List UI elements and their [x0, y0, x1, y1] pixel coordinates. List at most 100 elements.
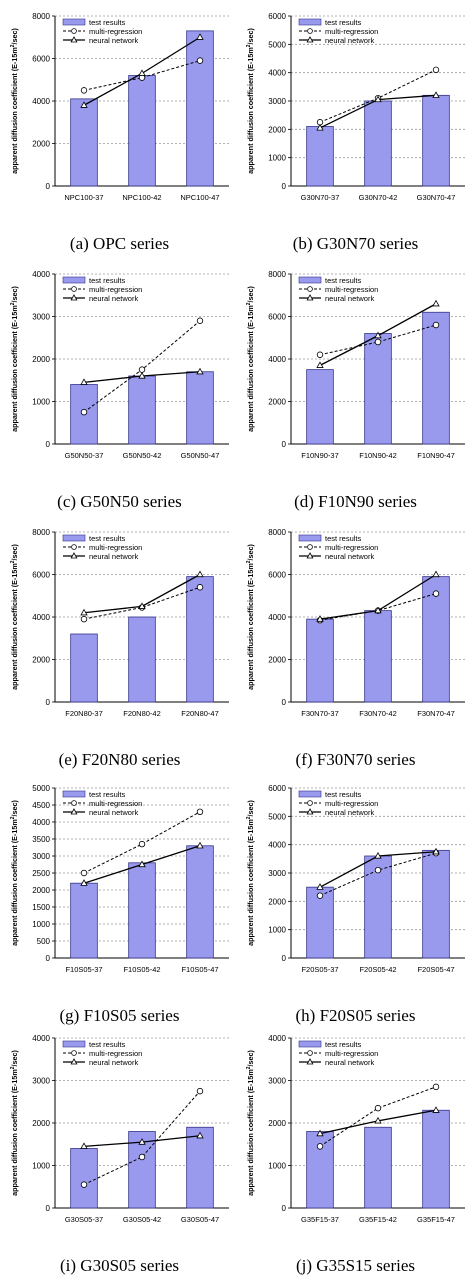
y-axis-label: apparent diffusion coefficient (E-15m2/s…: [10, 800, 19, 946]
axes: [54, 532, 229, 703]
x-tick-label: F20N80-37: [65, 709, 103, 718]
x-tick-label: F10S05-42: [123, 965, 160, 974]
axes: [290, 788, 465, 959]
y-axis-label: apparent diffusion coefficient (E-15m2/s…: [246, 28, 255, 174]
point-multi-regression: [80, 408, 88, 416]
legend-marker-circle: [307, 28, 313, 34]
x-tick-label: G35F15-42: [359, 1215, 397, 1224]
point-multi-regression: [196, 584, 204, 591]
point-multi-regression: [316, 892, 324, 899]
x-tick-label: NPC100-42: [122, 193, 161, 202]
x-tick-label: F10N90-42: [359, 451, 397, 460]
legend-label-test-results: test results: [89, 18, 126, 27]
legend-label-neural-network: neural network: [89, 294, 138, 303]
bar-test-results: [306, 126, 334, 187]
point-neural-network: [138, 860, 146, 868]
legend-label-test-results: test results: [89, 1040, 126, 1049]
chart-svg: 0 500 1000 1500 2000 2500 3000 3500 4000 4500 5000…: [10, 784, 229, 974]
bar-test-results: [186, 576, 214, 703]
y-tick-label: 6000: [268, 12, 286, 21]
bar-test-results: [70, 98, 98, 187]
bar-test-results: [422, 849, 450, 959]
y-tick-label: 8000: [32, 12, 50, 21]
point-multi-regression: [138, 366, 146, 373]
legend-label-neural-network: neural network: [89, 36, 138, 45]
point-neural-network: [138, 371, 146, 379]
y-tick-label: 4500: [32, 801, 50, 810]
x-tick-label: G35F15-37: [301, 1215, 339, 1224]
x-tick-label: F20S05-37: [301, 965, 338, 974]
y-tick-label: 2000: [32, 1119, 50, 1128]
y-tick-label: 6000: [268, 784, 286, 793]
line-multi-regression: [83, 811, 201, 874]
bar-test-results: [128, 616, 156, 703]
point-neural-network: [196, 1131, 204, 1139]
x-tick-label: F20N80-47: [181, 709, 219, 718]
x-tick-label: NPC100-37: [64, 193, 103, 202]
point-neural-network: [316, 361, 324, 368]
legend-marker-circle: [307, 800, 313, 806]
point-neural-network: [196, 570, 204, 578]
y-tick-label: 1000: [32, 398, 50, 407]
bar-test-results: [70, 1148, 98, 1209]
legend-swatch-test-results: [298, 18, 322, 26]
legend-marker-triangle: [306, 294, 314, 301]
x-tick-label: NPC100-47: [180, 193, 219, 202]
axes: [290, 532, 465, 703]
x-tick-label: F10S05-37: [65, 965, 102, 974]
point-multi-regression: [80, 1181, 88, 1188]
y-tick-label: 1500: [32, 903, 50, 912]
bar-test-results: [186, 371, 214, 445]
y-tick-label: 2000: [268, 897, 286, 906]
y-tick-label: 2000: [268, 125, 286, 134]
x-tick-label: F10N90-37: [301, 451, 339, 460]
x-tick-label: G35F15-47: [417, 1215, 455, 1224]
y-tick-label: 0: [46, 954, 51, 963]
y-axis-label: apparent diffusion coefficient (E-15m2/s…: [246, 1050, 255, 1196]
x-tick-label: F30N70-37: [301, 709, 339, 718]
point-multi-regression: [196, 317, 204, 324]
chart-caption: (b) G30N70 series: [292, 234, 419, 253]
y-tick-label: 6000: [268, 313, 286, 322]
point-multi-regression: [374, 338, 382, 346]
x-tick-label: F30N70-42: [359, 709, 397, 718]
bar-test-results: [364, 1126, 392, 1209]
point-multi-regression: [374, 1104, 382, 1112]
point-multi-regression: [138, 1153, 146, 1161]
legend-label-multi-regression: multi-regression: [89, 27, 142, 36]
bar-test-results: [306, 886, 334, 959]
legend-label-multi-regression: multi-regression: [89, 1049, 142, 1058]
y-tick-label: 2000: [32, 355, 50, 364]
legend-label-test-results: test results: [325, 18, 362, 27]
legend-label-neural-network: neural network: [325, 294, 374, 303]
chart-svg: 0 1000 2000 3000 4000 apparent diffusion coef…: [10, 270, 229, 460]
y-tick-label: 4000: [268, 841, 286, 850]
legend-label-neural-network: neural network: [89, 1058, 138, 1067]
y-tick-label: 0: [282, 954, 287, 963]
chart-panel: 0 2000 4000 6000 8000 apparent diffusion coef…: [5, 524, 234, 746]
chart-panel: 0 1000 2000 3000 4000 apparent diffusion coef…: [5, 1030, 234, 1252]
bar-test-results: [128, 862, 156, 959]
y-tick-label: 1000: [32, 920, 50, 929]
y-tick-label: 5000: [268, 40, 286, 49]
y-tick-label: 0: [46, 1204, 51, 1213]
point-multi-regression: [432, 1083, 440, 1091]
axes: [290, 1038, 465, 1209]
legend-label-multi-regression: multi-regression: [89, 543, 142, 552]
point-neural-network: [80, 608, 88, 616]
y-tick-label: 6000: [32, 571, 50, 580]
point-neural-network: [80, 101, 88, 108]
y-tick-label: 4000: [32, 1034, 50, 1043]
y-tick-label: 4000: [268, 69, 286, 78]
x-tick-label: G30S05-37: [65, 1215, 103, 1224]
legend-swatch-test-results: [62, 1040, 86, 1048]
y-tick-label: 2000: [32, 140, 50, 149]
point-multi-regression: [80, 615, 88, 623]
y-tick-label: 8000: [268, 528, 286, 537]
y-tick-label: 5000: [32, 784, 50, 793]
bar-test-results: [186, 845, 214, 959]
legend-marker-circle: [71, 544, 77, 550]
legend-label-neural-network: neural network: [89, 552, 138, 561]
